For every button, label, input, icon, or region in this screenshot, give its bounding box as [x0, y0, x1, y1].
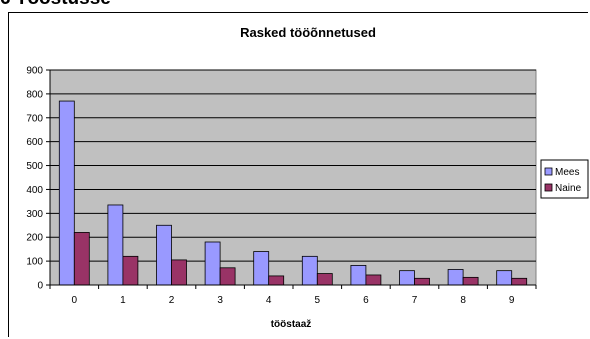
bar-mees-9	[496, 270, 513, 286]
x-tick-label: 8	[460, 295, 466, 306]
y-tick-label: 600	[26, 137, 43, 148]
page-heading: 6 Tööstusse	[0, 0, 111, 8]
x-tick-label: 6	[363, 295, 369, 306]
y-tick-label: 100	[26, 257, 43, 268]
bar-naine-2	[171, 259, 187, 286]
x-tick-label: 0	[72, 295, 78, 306]
x-tick-label: 7	[412, 295, 418, 306]
bar-mees-1	[107, 204, 124, 286]
bar-naine-6	[365, 274, 382, 286]
bar-naine-5	[316, 273, 333, 286]
bar-naine-4	[268, 275, 285, 286]
y-tick-label: 300	[26, 209, 43, 220]
x-tick-label: 9	[509, 295, 515, 306]
y-tick-label: 200	[26, 233, 43, 244]
chart-frame	[8, 12, 588, 337]
bar-mees-4	[253, 251, 270, 286]
bar-naine-0	[73, 232, 90, 286]
y-tick-label: 800	[26, 89, 43, 100]
bar-naine-8	[462, 276, 479, 286]
bar-mees-3	[204, 241, 221, 286]
y-tick-label: 900	[26, 66, 43, 77]
y-tick-label: 500	[26, 161, 43, 172]
x-tick-label: 4	[266, 295, 272, 306]
y-tick-label: 700	[26, 113, 43, 124]
legend-swatch-mees	[544, 167, 553, 176]
bar-mees-6	[350, 265, 367, 286]
legend-label-mees: Mees	[555, 167, 579, 178]
y-tick-label: 0	[37, 281, 43, 292]
x-tick-label: 2	[169, 295, 175, 306]
bar-naine-9	[511, 277, 528, 286]
x-axis-title: tööstaaž	[271, 319, 312, 330]
x-tick-label: 1	[120, 295, 126, 306]
bar-naine-3	[219, 267, 236, 286]
legend: Mees Naine	[540, 159, 589, 199]
chart-title: Rasked tööõnnetused	[240, 25, 376, 40]
legend-swatch-naine	[544, 183, 553, 192]
legend-box	[540, 159, 589, 199]
bar-mees-8	[447, 269, 464, 286]
x-tick-label: 5	[315, 295, 321, 306]
legend-label-naine: Naine	[555, 183, 582, 194]
bar-mees-0	[58, 100, 75, 286]
bar-mees-2	[156, 224, 172, 286]
bar-naine-7	[414, 277, 430, 286]
bar-naine-1	[122, 255, 139, 286]
y-tick-label: 400	[26, 185, 43, 196]
bar-mees-5	[301, 255, 318, 286]
x-tick-label: 3	[217, 295, 223, 306]
bar-mees-7	[399, 270, 415, 286]
